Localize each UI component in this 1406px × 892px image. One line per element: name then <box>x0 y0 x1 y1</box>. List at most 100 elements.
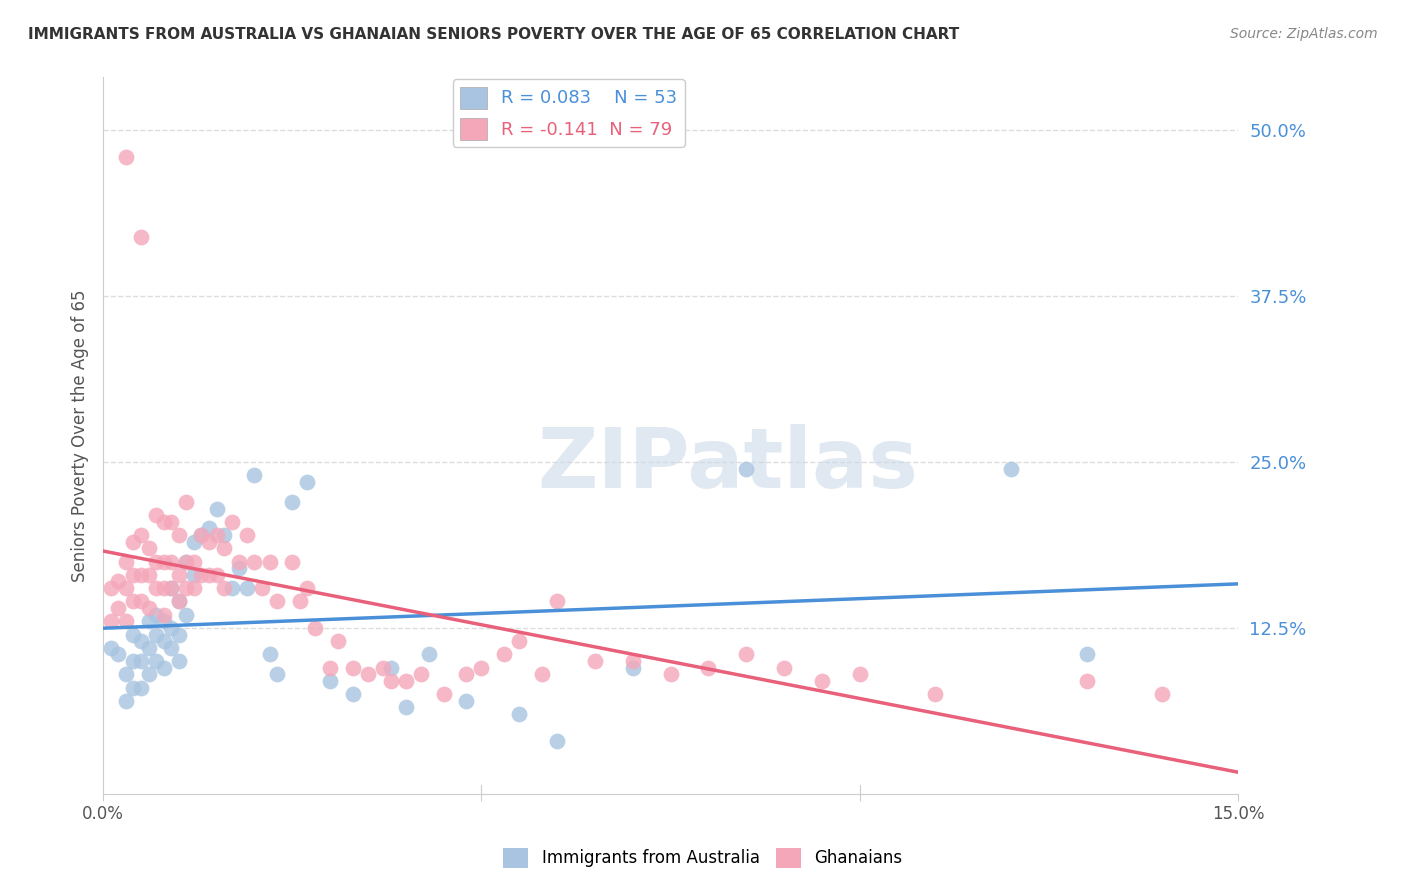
Point <box>183 534 205 549</box>
Point <box>183 567 205 582</box>
Point <box>735 461 758 475</box>
Point <box>304 621 326 635</box>
Point <box>114 694 136 708</box>
Point <box>114 667 136 681</box>
Point <box>470 661 492 675</box>
Point <box>176 495 198 509</box>
Point <box>198 567 221 582</box>
Point <box>152 614 174 628</box>
Point <box>621 661 644 675</box>
Point <box>236 581 259 595</box>
Point <box>176 555 198 569</box>
Point <box>212 541 235 556</box>
Point <box>145 627 167 641</box>
Point <box>221 515 243 529</box>
Point <box>266 667 288 681</box>
Point <box>183 555 205 569</box>
Point <box>176 607 198 622</box>
Point <box>583 654 606 668</box>
Point <box>297 581 319 595</box>
Point <box>160 581 183 595</box>
Point <box>160 555 183 569</box>
Point <box>183 581 205 595</box>
Point <box>546 733 568 747</box>
Point <box>1152 687 1174 701</box>
Point <box>176 555 198 569</box>
Point <box>1000 461 1022 475</box>
Point <box>145 607 167 622</box>
Point <box>281 495 304 509</box>
Point <box>659 667 682 681</box>
Point <box>145 555 167 569</box>
Point <box>530 667 553 681</box>
Point <box>418 648 440 662</box>
Point <box>924 687 946 701</box>
Point <box>114 614 136 628</box>
Point <box>508 707 530 722</box>
Point <box>122 627 145 641</box>
Point <box>138 567 160 582</box>
Point <box>145 581 167 595</box>
Point <box>243 555 266 569</box>
Point <box>288 594 311 608</box>
Point <box>100 640 122 655</box>
Point <box>319 661 342 675</box>
Point <box>129 654 152 668</box>
Point <box>114 581 136 595</box>
Point <box>114 555 136 569</box>
Point <box>621 654 644 668</box>
Point <box>145 508 167 523</box>
Point <box>395 673 418 688</box>
Point <box>122 534 145 549</box>
Point <box>100 581 122 595</box>
Point <box>198 534 221 549</box>
Point <box>342 687 364 701</box>
Point <box>152 661 174 675</box>
Point <box>107 601 129 615</box>
Point <box>190 567 212 582</box>
Point <box>190 528 212 542</box>
Point <box>205 528 228 542</box>
Point <box>380 661 402 675</box>
Point <box>357 667 380 681</box>
Point <box>409 667 432 681</box>
Point <box>129 634 152 648</box>
Point <box>167 594 190 608</box>
Point <box>138 601 160 615</box>
Point <box>546 594 568 608</box>
Y-axis label: Seniors Poverty Over the Age of 65: Seniors Poverty Over the Age of 65 <box>72 289 89 582</box>
Point <box>190 528 212 542</box>
Point <box>167 528 190 542</box>
Point <box>228 555 250 569</box>
Point <box>160 640 183 655</box>
Point <box>456 667 478 681</box>
Point <box>167 627 190 641</box>
Point <box>433 687 456 701</box>
Point <box>773 661 796 675</box>
Point <box>228 561 250 575</box>
Point <box>259 648 281 662</box>
Point <box>342 661 364 675</box>
Point <box>326 634 349 648</box>
Point <box>380 673 402 688</box>
Point <box>129 528 152 542</box>
Point <box>494 648 516 662</box>
Point <box>236 528 259 542</box>
Point <box>107 648 129 662</box>
Point <box>250 581 273 595</box>
Point <box>129 567 152 582</box>
Point <box>152 607 174 622</box>
Point <box>167 567 190 582</box>
Point <box>395 700 418 714</box>
Point <box>145 654 167 668</box>
Point <box>1076 648 1098 662</box>
Point <box>1076 673 1098 688</box>
Point <box>167 594 190 608</box>
Point <box>114 150 136 164</box>
Point <box>152 555 174 569</box>
Point <box>176 581 198 595</box>
Text: Source: ZipAtlas.com: Source: ZipAtlas.com <box>1230 27 1378 41</box>
Point <box>100 614 122 628</box>
Point <box>212 581 235 595</box>
Point <box>152 515 174 529</box>
